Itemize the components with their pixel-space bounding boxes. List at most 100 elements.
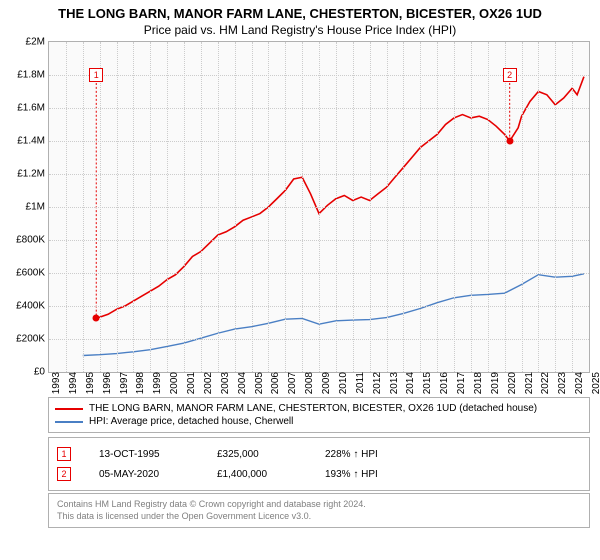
x-axis-label: 2000 [167,372,180,394]
x-axis-label: 2010 [336,372,349,394]
gridline-v [370,42,371,372]
y-axis-label: £1M [26,202,49,213]
gridline-v [522,42,523,372]
y-axis-label: £2M [26,37,49,48]
y-axis-label: £200K [16,334,49,345]
gridline-v [488,42,489,372]
y-axis-label: £800K [16,235,49,246]
chart-title: THE LONG BARN, MANOR FARM LANE, CHESTERT… [0,0,600,21]
gridline-v [505,42,506,372]
marker-table-row: 2 05-MAY-2020 £1,400,000 193% ↑ HPI [57,464,581,484]
chart-area: £0£200K£400K£600K£800K£1M£1.2M£1.4M£1.6M… [48,41,590,391]
x-axis-label: 2020 [505,372,518,394]
legend-item: THE LONG BARN, MANOR FARM LANE, CHESTERT… [55,402,583,415]
gridline-v [117,42,118,372]
marker-index-box: 1 [57,447,71,461]
x-axis-label: 2011 [353,372,366,394]
x-axis-label: 2021 [522,372,535,394]
marker-date: 13-OCT-1995 [99,449,189,460]
x-axis-label: 2012 [370,372,383,394]
x-axis-label: 1995 [83,372,96,394]
legend-item: HPI: Average price, detached house, Cher… [55,415,583,428]
y-axis-label: £1.2M [17,169,49,180]
x-axis-label: 2009 [319,372,332,394]
gridline-v [150,42,151,372]
y-axis-label: £0 [34,367,49,378]
footer-attribution: Contains HM Land Registry data © Crown c… [48,493,590,528]
y-axis-label: £400K [16,301,49,312]
legend-label: THE LONG BARN, MANOR FARM LANE, CHESTERT… [89,403,537,414]
footer-line-1: Contains HM Land Registry data © Crown c… [57,499,581,511]
marker-index-box: 2 [57,467,71,481]
gridline-v [319,42,320,372]
y-axis-label: £1.8M [17,70,49,81]
gridline-v [437,42,438,372]
x-axis-label: 2023 [555,372,568,394]
gridline-v [572,42,573,372]
x-axis-label: 2004 [235,372,248,394]
legend-swatch [55,421,83,423]
gridline-v [471,42,472,372]
x-axis-label: 2017 [454,372,467,394]
x-axis-label: 2005 [252,372,265,394]
marker-pct: 193% ↑ HPI [325,469,378,480]
x-axis-label: 2018 [471,372,484,394]
x-axis-label: 2019 [488,372,501,394]
marker-table-row: 1 13-OCT-1995 £325,000 228% ↑ HPI [57,444,581,464]
x-axis-label: 2016 [437,372,450,394]
gridline-v [100,42,101,372]
x-axis-label: 2024 [572,372,585,394]
x-axis-label: 2014 [403,372,416,394]
x-axis-label: 2002 [201,372,214,394]
marker-dot [93,315,100,322]
gridline-v [387,42,388,372]
x-axis-label: 2001 [184,372,197,394]
gridline-v [336,42,337,372]
legend-label: HPI: Average price, detached house, Cher… [89,416,293,427]
x-axis-label: 1999 [150,372,163,394]
x-axis-label: 2006 [268,372,281,394]
x-axis-label: 2013 [387,372,400,394]
gridline-v [235,42,236,372]
x-axis-label: 1996 [100,372,113,394]
y-axis-label: £1.4M [17,136,49,147]
gridline-v [66,42,67,372]
gridline-v [403,42,404,372]
gridline-v [201,42,202,372]
marker-price: £1,400,000 [217,469,297,480]
x-axis-label: 1997 [117,372,130,394]
marker-callout: 2 [503,68,517,82]
marker-pct: 228% ↑ HPI [325,449,378,460]
gridline-v [420,42,421,372]
x-axis-label: 2015 [420,372,433,394]
gridline-v [268,42,269,372]
plot-region: £0£200K£400K£600K£800K£1M£1.2M£1.4M£1.6M… [48,41,590,373]
gridline-v [302,42,303,372]
y-axis-label: £600K [16,268,49,279]
x-axis-label: 1993 [49,372,62,394]
marker-callout: 1 [89,68,103,82]
x-axis-label: 1998 [133,372,146,394]
series-property [96,77,584,319]
gridline-v [83,42,84,372]
x-axis-label: 2008 [302,372,315,394]
x-axis-label: 2007 [285,372,298,394]
gridline-v [133,42,134,372]
y-axis-label: £1.6M [17,103,49,114]
chart-container: THE LONG BARN, MANOR FARM LANE, CHESTERT… [0,0,600,560]
legend: THE LONG BARN, MANOR FARM LANE, CHESTERT… [48,397,590,433]
marker-price: £325,000 [217,449,297,460]
gridline-v [353,42,354,372]
gridline-v [184,42,185,372]
chart-subtitle: Price paid vs. HM Land Registry's House … [0,21,600,41]
gridline-v [285,42,286,372]
marker-dot [506,138,513,145]
marker-date: 05-MAY-2020 [99,469,189,480]
legend-swatch [55,408,83,410]
x-axis-label: 2025 [589,372,600,394]
marker-table: 1 13-OCT-1995 £325,000 228% ↑ HPI 2 05-MAY-20… [48,437,590,491]
x-axis-label: 2022 [538,372,551,394]
footer-line-2: This data is licensed under the Open Gov… [57,511,581,523]
gridline-v [252,42,253,372]
gridline-v [538,42,539,372]
